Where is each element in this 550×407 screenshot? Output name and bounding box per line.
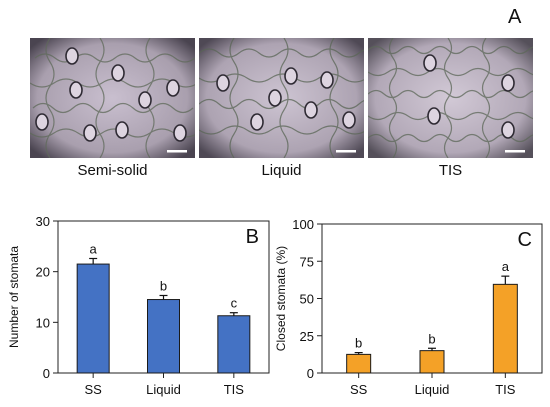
bar-ss bbox=[346, 353, 372, 374]
y-axis-label: Closed stomata (%) bbox=[275, 246, 288, 351]
micrograph-tis bbox=[368, 38, 533, 158]
bar-tis bbox=[217, 315, 251, 374]
caption-semi-solid: Semi-solid bbox=[77, 162, 148, 179]
caption-tis: TIS bbox=[438, 162, 463, 179]
micrograph-semi-solid bbox=[30, 38, 195, 158]
y-tick-label: 30 bbox=[36, 214, 50, 229]
x-tick-label: SS bbox=[84, 382, 102, 397]
x-tick-label: SS bbox=[350, 382, 368, 397]
panel-letter: B bbox=[246, 226, 259, 248]
y-tick-label: 25 bbox=[300, 329, 314, 344]
significance-letter: b bbox=[160, 278, 167, 293]
chart-b-stomata-number: B 0 10 20 30 Number of stomata a SS b Liquid c TIS bbox=[7, 214, 270, 397]
panel-a-letter: A bbox=[508, 6, 522, 28]
micrograph-tis-image bbox=[368, 38, 533, 158]
significance-letter: a bbox=[502, 259, 510, 274]
bar-tis bbox=[492, 283, 518, 374]
y-tick-label: 20 bbox=[36, 265, 50, 280]
micrograph-liquid-image bbox=[199, 38, 364, 158]
caption-liquid: Liquid bbox=[261, 162, 302, 179]
y-tick-label: 0 bbox=[43, 366, 50, 381]
significance-letter: b bbox=[428, 331, 435, 346]
bar-liquid bbox=[147, 299, 180, 374]
y-tick-label: 75 bbox=[300, 254, 314, 269]
significance-letter: c bbox=[231, 296, 238, 311]
micrograph-liquid bbox=[199, 38, 364, 158]
y-axis-label: Number of stomata bbox=[7, 246, 21, 348]
significance-letter: a bbox=[90, 241, 98, 256]
y-tick-label: 100 bbox=[292, 217, 314, 232]
panel-letter: C bbox=[518, 229, 532, 251]
x-tick-label: Liquid bbox=[146, 382, 181, 397]
y-tick-label: 10 bbox=[36, 315, 50, 330]
bar-liquid bbox=[419, 350, 445, 374]
bar-ss bbox=[76, 263, 110, 374]
chart-c-closed-stomata: C 0 25 50 75 100 Closed stomata (%) b SS b Liquid a… bbox=[275, 217, 543, 397]
y-tick-label: 0 bbox=[307, 366, 314, 381]
micrograph-semi-solid-image bbox=[30, 38, 195, 158]
x-tick-label: TIS bbox=[495, 382, 516, 397]
x-tick-label: Liquid bbox=[415, 382, 450, 397]
x-tick-label: TIS bbox=[224, 382, 245, 397]
significance-letter: b bbox=[355, 336, 362, 351]
y-tick-label: 50 bbox=[300, 292, 314, 307]
